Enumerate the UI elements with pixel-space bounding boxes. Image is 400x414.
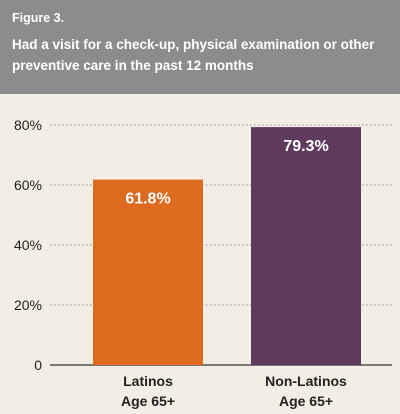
y-tick-label: 0 (34, 357, 42, 373)
x-tick-label: Age 65+ (279, 393, 333, 409)
bar (251, 127, 361, 365)
figure-label: Figure 3. (12, 11, 65, 25)
y-tick-label: 80% (14, 117, 42, 133)
bar (93, 179, 203, 365)
x-tick-label: Latinos (123, 373, 173, 389)
figure-header: Figure 3. Had a visit for a check-up, ph… (0, 0, 400, 94)
data-label: 79.3% (283, 138, 328, 155)
data-label: 61.8% (125, 191, 170, 208)
x-tick-label: Age 65+ (121, 393, 175, 409)
y-tick-label: 20% (14, 297, 42, 313)
chart-title: Had a visit for a check-up, physical exa… (12, 37, 375, 73)
y-tick-label: 60% (14, 177, 42, 193)
x-tick-label: Non-Latinos (265, 373, 347, 389)
y-tick-label: 40% (14, 237, 42, 253)
bar-chart: 0 20% 40% 60% 80% 61.8% Latinos Age 65+ 79.3% Non… (14, 117, 392, 409)
